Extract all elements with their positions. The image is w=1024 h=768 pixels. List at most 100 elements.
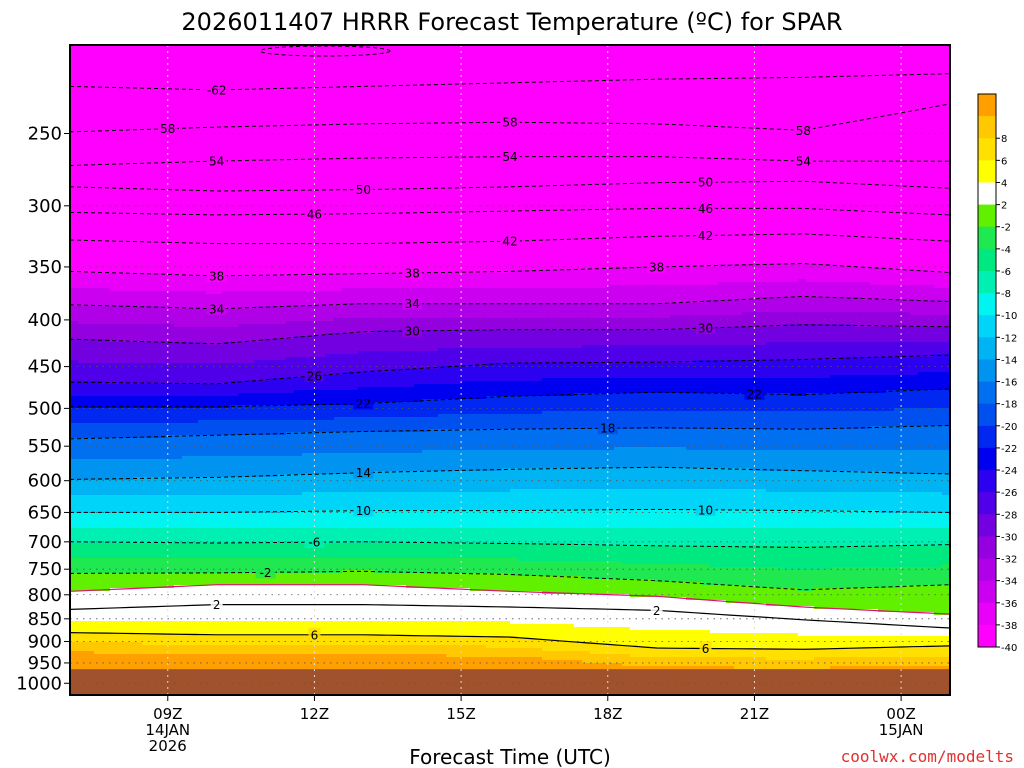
temperature-cell [774,648,783,661]
temperature-cell [486,414,495,430]
temperature-cell [294,636,303,646]
plot-frame [69,44,951,696]
temperature-cell [286,543,295,559]
temperature-cell [902,450,911,475]
temperature-cell [654,411,663,430]
temperature-cell [118,573,127,589]
temperature-cell [438,588,447,622]
temperature-cell [726,585,735,604]
temperature-cell [606,363,615,379]
temperature-cell [502,414,511,430]
temperature-cell [278,393,287,406]
temperature-cell [374,351,383,373]
temperature-cell [478,636,487,646]
temperature-cell [798,648,807,661]
temperature-cell [342,570,351,586]
temperature-cell [662,378,671,394]
temperature-cell [238,495,247,514]
temperature-cell [582,642,591,652]
temperature-cell [238,558,247,574]
temperature-cell [806,324,815,343]
x-axis-label: Forecast Time (UTC) [409,745,611,768]
temperature-cell [494,558,503,574]
temperature-cell [102,273,111,289]
temperature-cell [150,573,159,589]
temperature-cell [574,651,583,661]
temperature-cell [158,621,167,634]
temperature-cell [86,273,95,289]
temperature-cell [294,528,303,544]
temperature-cell [734,648,743,658]
temperature-cell [190,645,199,655]
x-tick-label: 21Z [740,705,769,723]
temperature-cell [830,297,839,313]
isotherm-label: 38 [405,266,420,280]
isotherm-label: 34 [209,302,224,316]
temperature-cell [566,270,575,289]
temperature-cell [822,510,831,529]
temperature-cell [486,396,495,415]
temperature-cell [374,318,383,331]
colorbar-label: -16 [1001,378,1017,389]
temperature-cell [542,576,551,595]
temperature-cell [366,402,375,418]
temperature-cell [446,348,455,367]
temperature-cell [414,417,423,433]
temperature-cell [670,378,679,394]
temperature-cell [326,420,335,433]
temperature-cell [486,636,495,649]
temperature-cell [886,528,895,547]
temperature-cell [110,423,119,439]
temperature-cell [878,312,887,328]
temperature-cell [670,363,679,379]
temperature-cell [878,375,887,394]
temperature-cell [726,633,735,649]
temperature-cell [926,270,935,286]
temperature-cell [78,480,87,496]
temperature-cell [806,312,815,325]
temperature-cell [878,636,887,649]
temperature-cell [566,318,575,331]
temperature-cell [726,327,735,346]
temperature-cell [182,327,191,343]
temperature-cell [278,573,287,586]
temperature-cell [342,288,351,304]
temperature-cell [542,303,551,319]
temperature-cell [318,390,327,406]
temperature-cell [870,312,879,328]
temperature-cell [230,396,239,406]
temperature-cell [238,477,247,496]
temperature-cell [414,369,423,385]
temperature-cell [902,657,911,667]
temperature-cell [414,510,423,529]
temperature-cell [806,606,815,637]
temperature-cell [366,645,375,655]
temperature-cell [638,579,647,598]
temperature-cell [302,378,311,391]
temperature-cell [670,528,679,547]
temperature-cell [134,438,143,460]
temperature-cell [910,492,919,514]
temperature-cell [150,513,159,529]
temperature-cell [198,495,207,514]
temperature-cell [870,636,879,649]
temperature-cell [694,267,703,286]
temperature-cell [326,273,335,292]
temperature-cell [558,396,567,412]
temperature-cell [646,411,655,430]
temperature-cell [854,528,863,547]
temperature-cell [326,636,335,646]
temperature-cell [366,318,375,334]
temperature-cell [718,393,727,412]
temperature-cell [190,495,199,514]
temperature-cell [534,45,543,271]
temperature-cell [822,342,831,361]
colorbar-label: -28 [1001,510,1017,521]
temperature-cell [494,45,503,274]
temperature-cell [886,567,895,589]
temperature-cell [382,330,391,352]
temperature-cell [270,528,279,544]
temperature-cell [278,585,287,622]
temperature-cell [870,648,879,658]
temperature-cell [438,558,447,574]
